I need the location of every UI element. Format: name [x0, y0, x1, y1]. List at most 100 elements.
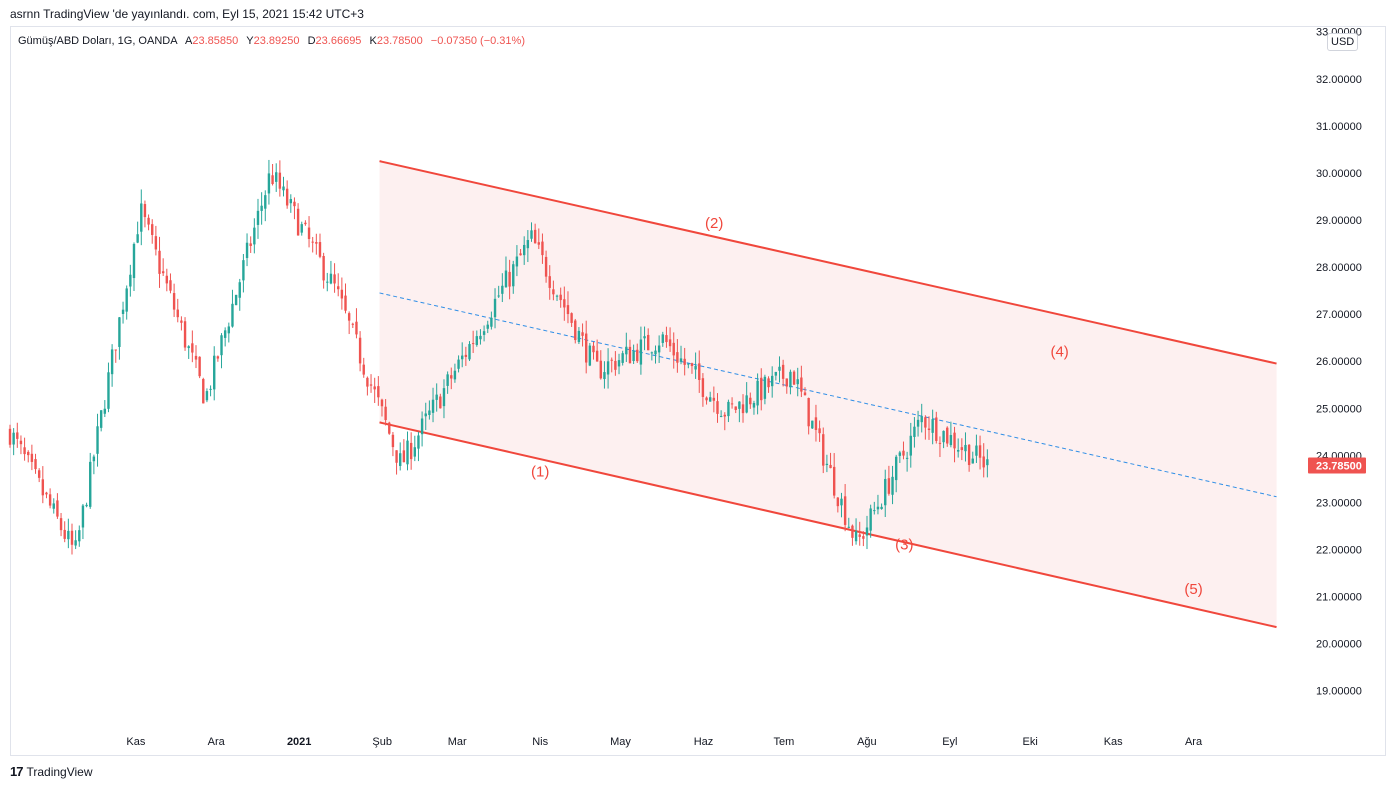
candle [964, 432, 967, 462]
candle-body [96, 426, 99, 454]
candle [530, 222, 533, 242]
candle-body [234, 294, 238, 306]
candle-body [307, 227, 311, 240]
low-value: 23.66695 [315, 35, 362, 47]
symbol-legend: Gümüş/ABD Doları, 1G, OANDA A23.85850 Y2… [18, 35, 525, 47]
candle [27, 450, 30, 463]
candle [854, 518, 858, 545]
candle [154, 225, 158, 256]
candle-body [595, 350, 599, 362]
candle [712, 386, 716, 413]
candle-body [205, 391, 209, 401]
candle-body [690, 363, 694, 367]
candle-body [140, 203, 143, 232]
candle-body [650, 352, 654, 354]
channel-lower-line[interactable] [379, 421, 1277, 629]
candle-body [741, 404, 745, 414]
time-axis[interactable]: Kas Ara 2021 Şub Mar Nis May Haz Tem Ağu Eyl Eki Kas… [126, 736, 1203, 748]
candle-body [705, 397, 708, 401]
candle-body [180, 320, 183, 323]
candle [756, 373, 759, 415]
candle [198, 356, 201, 379]
candle [643, 326, 646, 351]
candle [253, 218, 256, 254]
candle-body [836, 497, 840, 507]
candle [734, 406, 737, 414]
candle [654, 345, 657, 364]
candle [366, 376, 369, 396]
candle-body [592, 345, 595, 353]
candle [843, 484, 847, 532]
candle-body [482, 331, 486, 335]
candle-body [450, 375, 453, 379]
candle [475, 330, 478, 347]
candle [570, 312, 573, 327]
candle-body [63, 529, 66, 539]
candle-body [745, 395, 748, 413]
candle-body [585, 333, 588, 363]
channel-mid-line[interactable] [379, 292, 1277, 498]
candle [41, 466, 45, 504]
candle-body [493, 298, 497, 318]
candle-body [169, 280, 172, 291]
footer-brand[interactable]: 17 TradingView [10, 764, 93, 779]
candle [220, 333, 223, 369]
candle [151, 219, 154, 244]
candle [840, 492, 843, 518]
candle [672, 332, 675, 369]
candle [329, 260, 333, 285]
candle [716, 393, 719, 423]
candle [37, 468, 41, 483]
close-label: K [369, 35, 377, 47]
candle-body [818, 428, 821, 434]
tradingview-logo-icon: 17 [10, 764, 24, 779]
candle [285, 180, 289, 209]
candle [318, 233, 322, 259]
candle-body [617, 360, 621, 367]
candle-body [216, 356, 220, 359]
candle [967, 444, 971, 472]
candle [121, 301, 125, 324]
candle-body [668, 339, 672, 347]
channel-upper-line[interactable] [379, 160, 1277, 365]
regression-channel[interactable] [379, 160, 1277, 629]
x-tick-label: Ara [208, 736, 226, 748]
candle [913, 417, 916, 448]
candle-body [151, 224, 154, 235]
candle [942, 430, 945, 449]
candle-body [887, 478, 891, 494]
candle [256, 198, 260, 239]
candle [8, 424, 12, 448]
candle [59, 512, 63, 537]
candle [435, 383, 438, 412]
high-label: Y [246, 35, 254, 47]
candle-body [202, 378, 205, 404]
candle-body [52, 503, 55, 509]
candle-body [738, 401, 741, 409]
candle [770, 366, 774, 398]
candle [143, 200, 147, 228]
candle [865, 515, 869, 550]
candle-body [632, 350, 635, 362]
candle-body [220, 335, 223, 356]
candle [552, 280, 555, 301]
candle [234, 294, 238, 306]
candle [971, 451, 974, 464]
candle-body [242, 260, 245, 281]
candle-body [986, 459, 989, 466]
candle [887, 465, 891, 496]
candle [380, 398, 384, 417]
price-axis[interactable]: 19.00000 20.00000 21.00000 22.00000 23.00000… [1308, 27, 1366, 698]
candle [876, 494, 880, 515]
candle [351, 322, 355, 329]
candle-body [501, 285, 504, 294]
candle [223, 327, 227, 347]
currency-badge[interactable]: USD [1327, 33, 1359, 51]
candle [147, 214, 150, 231]
candle-body [402, 450, 406, 463]
wave-label: (3) [895, 536, 913, 553]
candle [927, 416, 931, 440]
candle-body [843, 496, 847, 525]
candle-body [621, 353, 624, 363]
